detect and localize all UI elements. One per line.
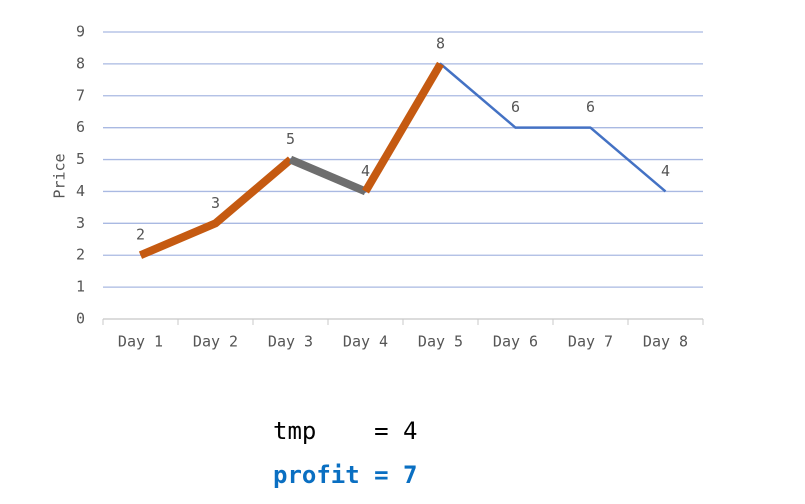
y-tick-label: 5 bbox=[76, 150, 85, 168]
data-label: 2 bbox=[136, 226, 145, 244]
y-tick-label: 0 bbox=[76, 310, 85, 328]
annotation: tmp = 4 bbox=[273, 417, 418, 445]
y-tick-label: 8 bbox=[76, 54, 85, 72]
data-label: 8 bbox=[436, 34, 445, 52]
annotation: profit = 7 bbox=[273, 461, 418, 489]
data-label: 4 bbox=[661, 162, 670, 180]
y-tick-label: 1 bbox=[76, 278, 85, 296]
x-tick-label: Day 7 bbox=[568, 333, 613, 351]
highlight-line bbox=[138, 156, 294, 259]
y-tick-label: 4 bbox=[76, 182, 85, 200]
y-tick-label: 9 bbox=[76, 23, 85, 41]
data-label: 5 bbox=[286, 130, 295, 148]
data-label: 3 bbox=[211, 194, 220, 212]
y-tick-label: 3 bbox=[76, 214, 85, 232]
x-tick-label: Day 4 bbox=[343, 333, 388, 351]
x-tick-label: Day 2 bbox=[193, 333, 238, 351]
highlight-line bbox=[288, 155, 368, 196]
data-label: 6 bbox=[511, 98, 520, 116]
x-tick-label: Day 3 bbox=[268, 333, 313, 351]
x-tick-label: Day 5 bbox=[418, 333, 463, 351]
y-tick-label: 2 bbox=[76, 246, 85, 264]
y-tick-label: 6 bbox=[76, 118, 85, 136]
data-label: 6 bbox=[586, 98, 595, 116]
highlight-line bbox=[362, 61, 444, 194]
y-axis-label: Price bbox=[51, 153, 69, 198]
x-tick-label: Day 8 bbox=[643, 333, 688, 351]
x-tick-label: Day 6 bbox=[493, 333, 538, 351]
x-tick-label: Day 1 bbox=[118, 333, 163, 351]
y-tick-label: 7 bbox=[76, 86, 85, 104]
data-label: 4 bbox=[361, 162, 370, 180]
